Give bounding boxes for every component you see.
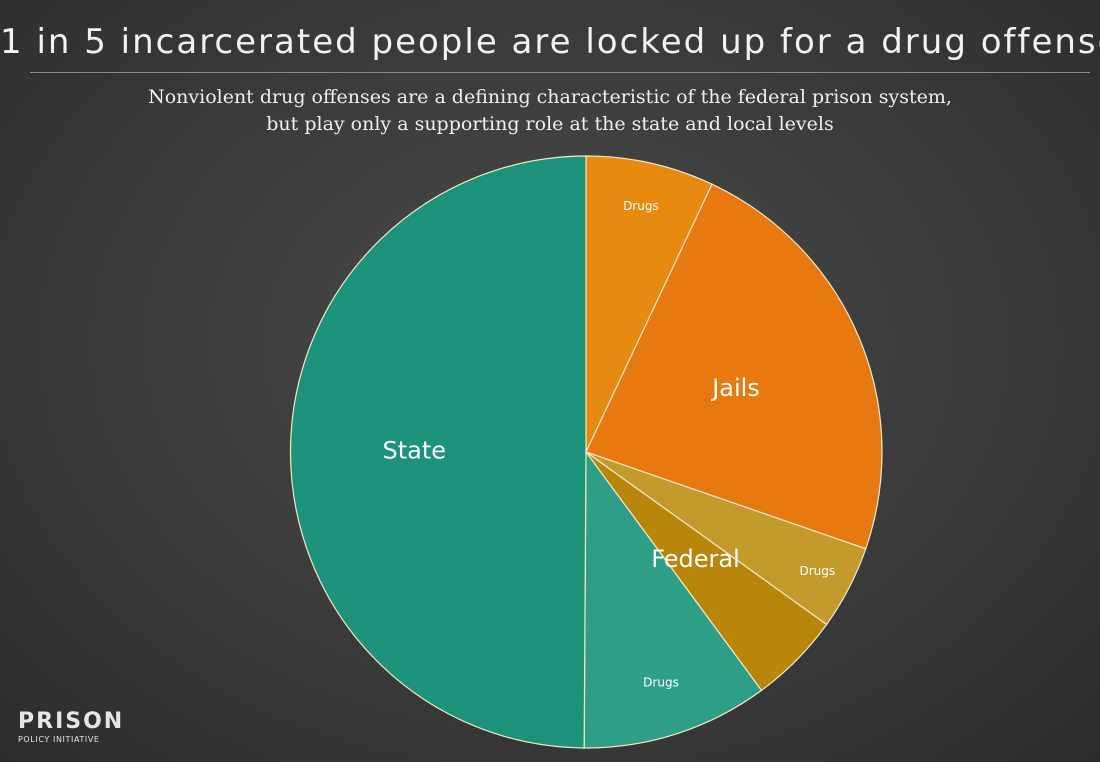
prison-policy-initiative-logo: PRISON POLICY INITIATIVE	[18, 710, 124, 746]
pie-slice-state-state	[289, 155, 587, 749]
chart-subtitle: Nonviolent drug offenses are a defining …	[0, 84, 1100, 138]
subtitle-line-2: but play only a supporting role at the s…	[266, 113, 834, 135]
title-divider	[30, 72, 1090, 73]
slice-label-federal-drugs: Drugs	[799, 564, 835, 578]
slice-label-jails-jails: Jails	[710, 374, 760, 402]
logo-tagline: POLICY INITIATIVE	[18, 735, 100, 744]
pie-slice-jails-drugs	[585, 155, 713, 453]
chart-title: 1 in 5 incarcerated people are locked up…	[0, 22, 1100, 62]
logo-wordmark: PRISON	[18, 709, 125, 734]
subtitle-line-1: Nonviolent drug offenses are a defining …	[148, 86, 952, 108]
slice-label-state-state: State	[383, 437, 447, 465]
slice-label-jails-drugs: Drugs	[623, 199, 659, 213]
slice-label-state-drugs: Drugs	[643, 675, 679, 689]
pie-slice-jails-jails	[585, 183, 883, 550]
slice-label-federal-federal: Federal	[651, 545, 740, 573]
pie-slice-state-drugs	[583, 450, 763, 749]
